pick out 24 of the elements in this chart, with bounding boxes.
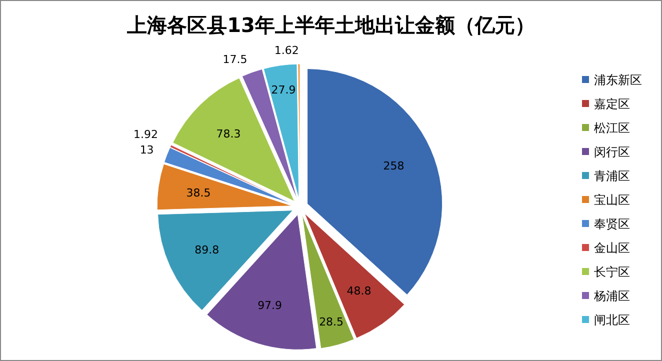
data-label: 38.5 bbox=[186, 186, 211, 200]
chart-title: 上海各区县13年上半年土地出让金额（亿元） bbox=[126, 13, 535, 37]
data-label: 1.92 bbox=[133, 128, 158, 141]
legend-label: 金山区 bbox=[594, 241, 630, 256]
data-label: 28.5 bbox=[319, 315, 344, 328]
data-label: 1.62 bbox=[274, 44, 299, 57]
data-label: 13 bbox=[140, 144, 154, 157]
data-label: 27.9 bbox=[271, 83, 296, 96]
data-label: 48.8 bbox=[346, 284, 372, 298]
legend-label: 松江区 bbox=[594, 121, 630, 136]
data-label: 78.3 bbox=[216, 127, 241, 140]
data-label: 89.8 bbox=[194, 244, 220, 257]
data-label: 17.5 bbox=[222, 52, 248, 66]
legend-label: 浦东新区 bbox=[594, 73, 642, 88]
data-label: 97.9 bbox=[258, 298, 282, 312]
legend-label: 奉贤区 bbox=[594, 217, 630, 232]
legend-label: 杨浦区 bbox=[593, 289, 630, 304]
legend-label: 长宁区 bbox=[594, 265, 630, 280]
legend-label: 嘉定区 bbox=[594, 97, 630, 112]
legend-label: 宝山区 bbox=[594, 193, 630, 208]
legend-label: 闸北区 bbox=[594, 313, 630, 328]
legend-label: 青浦区 bbox=[594, 169, 630, 184]
legend-label: 闵行区 bbox=[594, 145, 630, 160]
data-label: 258 bbox=[383, 159, 404, 172]
